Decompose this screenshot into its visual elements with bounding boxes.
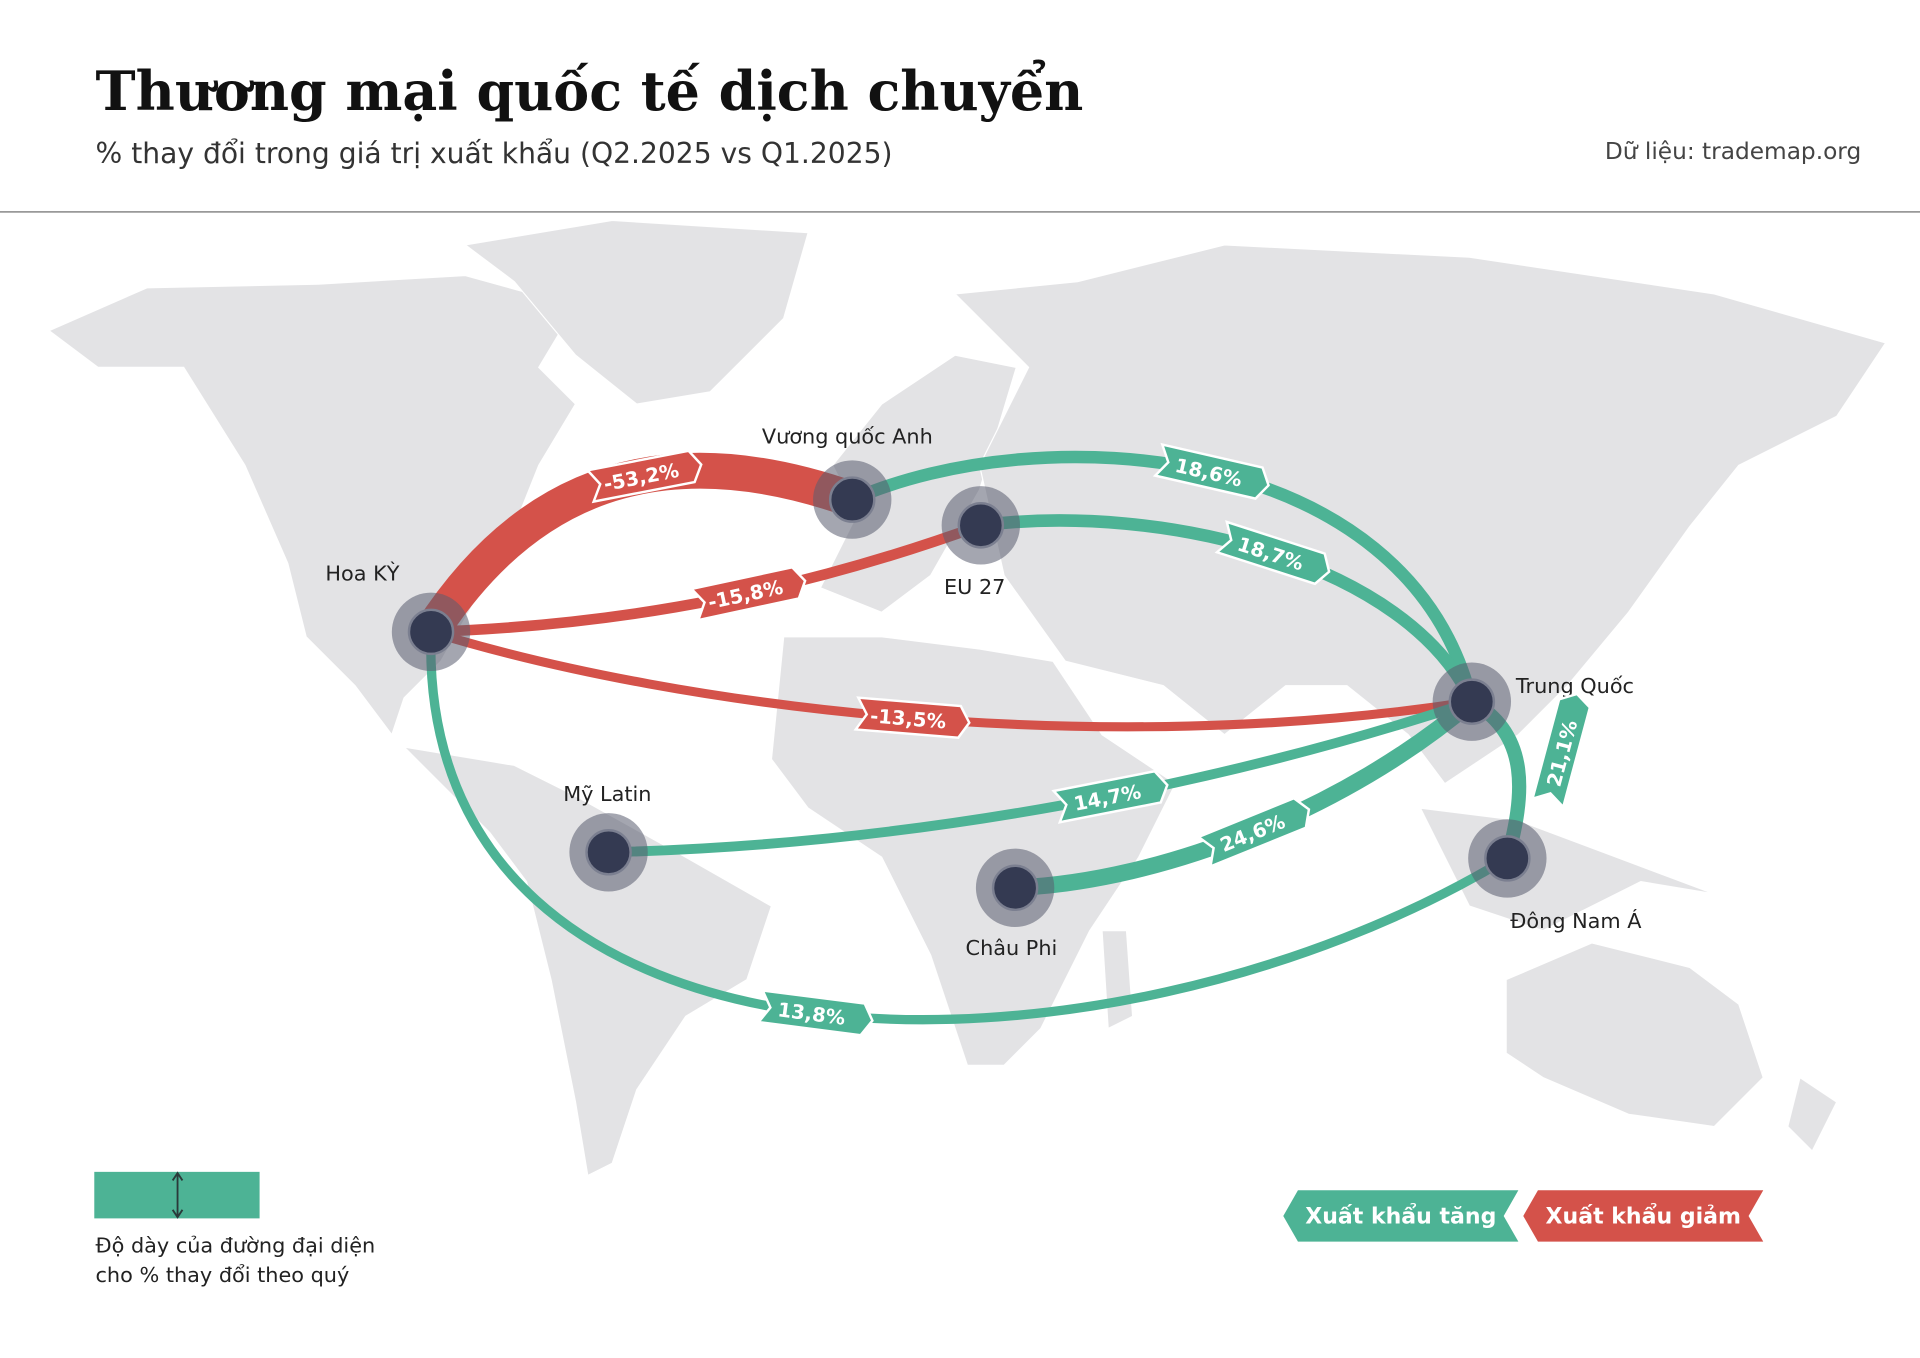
flow-tag-shape bbox=[689, 565, 807, 622]
flow-tag: -15,8% bbox=[689, 565, 807, 622]
node bbox=[957, 502, 1005, 549]
flow-tag: 24,6% bbox=[1196, 796, 1311, 869]
flow-tag-shape bbox=[1214, 520, 1331, 586]
flow-tag-shape bbox=[585, 449, 703, 504]
flow-tag: -13,5% bbox=[853, 696, 971, 740]
legend-label: Xuất khẩu giảm bbox=[1546, 1204, 1741, 1230]
node-label: Vương quốc Anh bbox=[762, 424, 933, 448]
flow-tag-shape bbox=[1530, 692, 1592, 810]
flow-tag-shape bbox=[853, 696, 971, 740]
flow-tag-shape bbox=[756, 988, 874, 1037]
legend-tag bbox=[1523, 1190, 1764, 1242]
legend-tag bbox=[1283, 1190, 1519, 1242]
nodes: Hoa KỲ Vương quốc Anh EU 27 Trung Quốc Mỹ La… bbox=[325, 424, 1642, 960]
subtitle: % thay đổi trong giá trị xuất khẩu (Q2.2… bbox=[96, 137, 893, 170]
thickness-legend: Độ dày của đường đại diện cho % thay đổi… bbox=[94, 1171, 376, 1287]
node-label: Trung Quốc bbox=[1515, 674, 1634, 698]
legend-note: cho % thay đổi theo quý bbox=[96, 1263, 350, 1287]
node bbox=[407, 608, 455, 656]
legend-arrow-heads bbox=[171, 1171, 184, 1219]
node-label: Châu Phi bbox=[966, 936, 1058, 960]
source: Dữ liệu: trademap.org bbox=[1605, 138, 1861, 165]
flow-tag-shape bbox=[1196, 796, 1311, 869]
color-legend: Xuất khẩu tăng Xuất khẩu giảm bbox=[1283, 1190, 1764, 1242]
node bbox=[1448, 678, 1496, 725]
flow-tag: 14,7% bbox=[1051, 769, 1169, 824]
node bbox=[991, 864, 1039, 912]
flow-line bbox=[608, 696, 1474, 858]
legend-note: Độ dày của đường đại diện bbox=[96, 1234, 376, 1258]
node-label: Đông Nam Á bbox=[1510, 908, 1642, 933]
node bbox=[1484, 835, 1531, 882]
legend-label: Xuất khẩu tăng bbox=[1305, 1204, 1496, 1230]
node bbox=[585, 829, 632, 876]
node-label: Mỹ Latin bbox=[563, 782, 651, 806]
title: Thương mại quốc tế dịch chuyển bbox=[96, 59, 1084, 123]
world-map bbox=[47, 219, 1887, 1177]
node-label: Hoa KỲ bbox=[325, 560, 399, 585]
flow-tag-shape bbox=[1152, 442, 1270, 500]
node bbox=[828, 476, 876, 523]
flow-tag: -53,2% bbox=[585, 449, 703, 504]
flow-tag-shape bbox=[1051, 769, 1169, 824]
flow-tag: 13,8% bbox=[756, 988, 874, 1037]
node-label: EU 27 bbox=[944, 575, 1005, 599]
